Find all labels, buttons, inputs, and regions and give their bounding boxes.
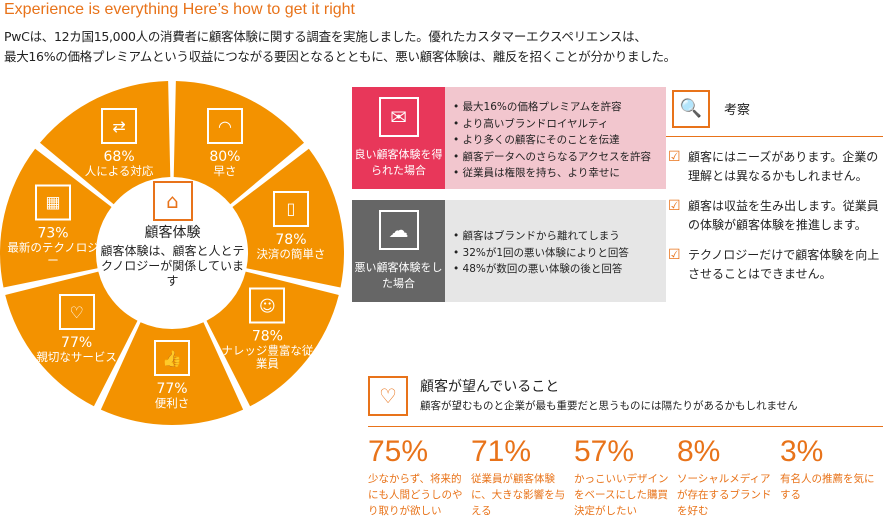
segment-label: 便利さ bbox=[154, 396, 190, 410]
list-item: より高いブランドロイヤルティ bbox=[453, 116, 666, 133]
stat-value: 8% bbox=[677, 435, 721, 468]
wheel-segment-label: ▯ 78% 決済の簡単さ bbox=[241, 190, 341, 261]
card-payment-icon: ▯ bbox=[272, 190, 309, 227]
experience-wheel: ◠ 80% 早さ ▯ 78% 決済の簡単さ ☺ 78% ナレッジ豊富な従業員 👍 77% 便利さ ♡ 77… bbox=[0, 80, 345, 520]
list-item: 最大16%の価格プレミアムを許容 bbox=[453, 99, 666, 116]
insight-item: ☑ 顧客にはニーズがあります。企業の理解とは異なるかもしれません。 bbox=[666, 148, 883, 186]
intro-line: PwCは、12カ国15,000人の消費者に顧客体験に関する調査を実施しました。優… bbox=[4, 29, 647, 44]
insight-item: ☑ テクノロジーだけで顧客体験を向上させることはできません。 bbox=[666, 246, 883, 284]
magnifier-chart-icon: 🔍 bbox=[672, 89, 710, 128]
stat-text: 有名人の推薦を気にする bbox=[780, 473, 875, 501]
stat-text: 少なからず、将来的にも人間どうしのやり取りが欲しい bbox=[368, 473, 463, 517]
heart-hands-icon: ♡ bbox=[58, 294, 95, 331]
wheel-segment-label: ▦ 73% 最新のテクノロジー bbox=[3, 184, 103, 267]
insight-item: ☑ 顧客は収益を生み出します。従業員の体験が顧客体験を推進します。 bbox=[666, 197, 883, 235]
list-item: 48%が数回の悪い体験の後と回答 bbox=[453, 261, 666, 278]
list-item: より多くの顧客にそのことを伝達 bbox=[453, 132, 666, 149]
storefront-icon: ⌂ bbox=[152, 181, 193, 221]
stat-value: 71% bbox=[471, 435, 532, 468]
wheel-segment bbox=[206, 271, 339, 407]
list-item: 顧客データへのさらなるアクセスを許容 bbox=[453, 149, 666, 166]
people-icon: ☺ bbox=[249, 287, 286, 324]
stat-item: 3% 有名人の推薦を気にする bbox=[780, 435, 883, 519]
person-service-icon: ⇄ bbox=[101, 108, 138, 145]
segment-label: 決済の簡単さ bbox=[256, 246, 326, 261]
list-item: 顧客はブランドから離れてしまう bbox=[453, 228, 666, 245]
wheel-segment bbox=[0, 148, 112, 288]
list-item: 従業員は権限を持ち、より幸せに bbox=[453, 165, 666, 182]
segment-percent: 68% bbox=[103, 149, 135, 166]
good-label: 良い顧客体験を得られた場合 bbox=[354, 148, 443, 177]
segment-label: 早さ bbox=[213, 164, 237, 179]
center-title: 顧客体験 bbox=[144, 225, 201, 241]
wants-title: 顧客が望んでいること bbox=[420, 379, 560, 395]
center-text: 顧客体験は、顧客と人とテクノロジーが関係しています bbox=[100, 244, 245, 288]
handshake-icon: ✉ bbox=[378, 97, 419, 137]
speedometer-icon: ◠ bbox=[206, 108, 243, 145]
segment-percent: 77% bbox=[156, 381, 188, 397]
bad-label: 悪い顧客体験をした場合 bbox=[354, 261, 443, 290]
stat-text: ソーシャルメディアが存在するブランドを好む bbox=[677, 473, 772, 517]
wants-subtitle: 顧客が望むものと企業が最も重要だと思うものには隔たりがあるかもしれません bbox=[420, 400, 798, 412]
wheel-segment bbox=[100, 322, 244, 425]
stat-item: 57% かっこいいデザインをベースにした購買決定がしたい bbox=[574, 435, 677, 519]
insights-panel: 🔍 考察 ☑ 顧客にはニーズがあります。企業の理解とは異なるかもしれません。 ☑ 顧客は… bbox=[666, 87, 883, 284]
insight-text: 顧客にはニーズがあります。企業の理解とは異なるかもしれません。 bbox=[688, 150, 879, 183]
wheel-segment-label: ◠ 80% 早さ bbox=[175, 108, 275, 178]
insight-text: テクノロジーだけで顧客体験を向上させることはできません。 bbox=[688, 248, 880, 281]
segment-label: 最新のテクノロジー bbox=[7, 240, 99, 268]
bad-experience-panel: ☁ 悪い顧客体験をした場合 顧客はブランドから離れてしまう32%が1回の悪い体験に… bbox=[352, 200, 666, 302]
thumbs-up-icon: 👍 bbox=[154, 340, 190, 376]
insights-title: 考察 bbox=[724, 103, 751, 118]
stat-item: 8% ソーシャルメディアが存在するブランドを好む bbox=[677, 435, 780, 519]
storm-cloud-icon: ☁ bbox=[378, 210, 419, 250]
good-experience-panel: ✉ 良い顧客体験を得られた場合 最大16%の価格プレミアムを許容より高いブランドロ… bbox=[352, 87, 666, 189]
stat-text: 従業員が顧客体験に、大きな影響を与える bbox=[471, 473, 566, 517]
insight-text: 顧客は収益を生み出します。従業員の体験が顧客体験を推進します。 bbox=[688, 199, 879, 232]
checkbox-icon: ☑ bbox=[668, 149, 681, 165]
wheel-center: ⌂ 顧客体験 顧客体験は、顧客と人とテクノロジーが関係しています bbox=[100, 181, 245, 289]
page-title: Experience is everything Here’s how to g… bbox=[4, 1, 355, 18]
wheel-segment-label: ⇄ 68% 人による対応 bbox=[69, 108, 169, 178]
intro-text: PwCは、12カ国15,000人の消費者に顧客体験に関する調査を実施しました。優… bbox=[4, 27, 883, 67]
heart-hand-icon: ♡ bbox=[368, 376, 408, 416]
segment-label: 親切なサービス bbox=[36, 350, 117, 365]
segment-label: ナレッジ豊富な従業員 bbox=[221, 343, 314, 371]
segment-percent: 80% bbox=[209, 149, 241, 166]
checkbox-icon: ☑ bbox=[668, 198, 681, 214]
segment-percent: 78% bbox=[275, 231, 307, 248]
stat-text: かっこいいデザインをベースにした購買決定がしたい bbox=[574, 473, 669, 517]
wheel-segment-label: 👍 77% 便利さ bbox=[122, 340, 222, 410]
intro-line: 最大16%の価格プレミアムという収益につながる要因となるとともに、悪い顧客体験は… bbox=[4, 49, 676, 64]
wheel-segment-label: ☺ 78% ナレッジ豊富な従業員 bbox=[217, 287, 317, 371]
smartphone-icon: ▦ bbox=[35, 184, 72, 221]
checkbox-icon: ☑ bbox=[668, 247, 681, 263]
wheel-svg bbox=[0, 81, 344, 425]
stat-value: 75% bbox=[368, 435, 429, 468]
segment-percent: 77% bbox=[61, 335, 93, 352]
segment-percent: 78% bbox=[251, 328, 283, 345]
stat-item: 71% 従業員が顧客体験に、大きな影響を与える bbox=[471, 435, 574, 519]
customer-wants-panel: ♡ 顧客が望んでいること 顧客が望むものと企業が最も重要だと思うものには隔たりが… bbox=[368, 376, 883, 519]
wheel-segment bbox=[5, 271, 138, 407]
wheel-segment bbox=[232, 148, 344, 288]
wheel-segment-label: ♡ 77% 親切なサービス bbox=[27, 294, 127, 364]
segment-percent: 73% bbox=[37, 225, 69, 242]
list-item: 32%が1回の悪い体験によりと回答 bbox=[453, 245, 666, 262]
segment-label: 人による対応 bbox=[84, 164, 154, 179]
stat-value: 57% bbox=[574, 435, 635, 468]
stat-value: 3% bbox=[780, 435, 824, 468]
stat-item: 75% 少なからず、将来的にも人間どうしのやり取りが欲しい bbox=[368, 435, 471, 519]
